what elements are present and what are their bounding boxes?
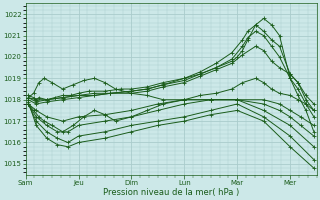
X-axis label: Pression niveau de la mer( hPa ): Pression niveau de la mer( hPa ): [103, 188, 239, 197]
